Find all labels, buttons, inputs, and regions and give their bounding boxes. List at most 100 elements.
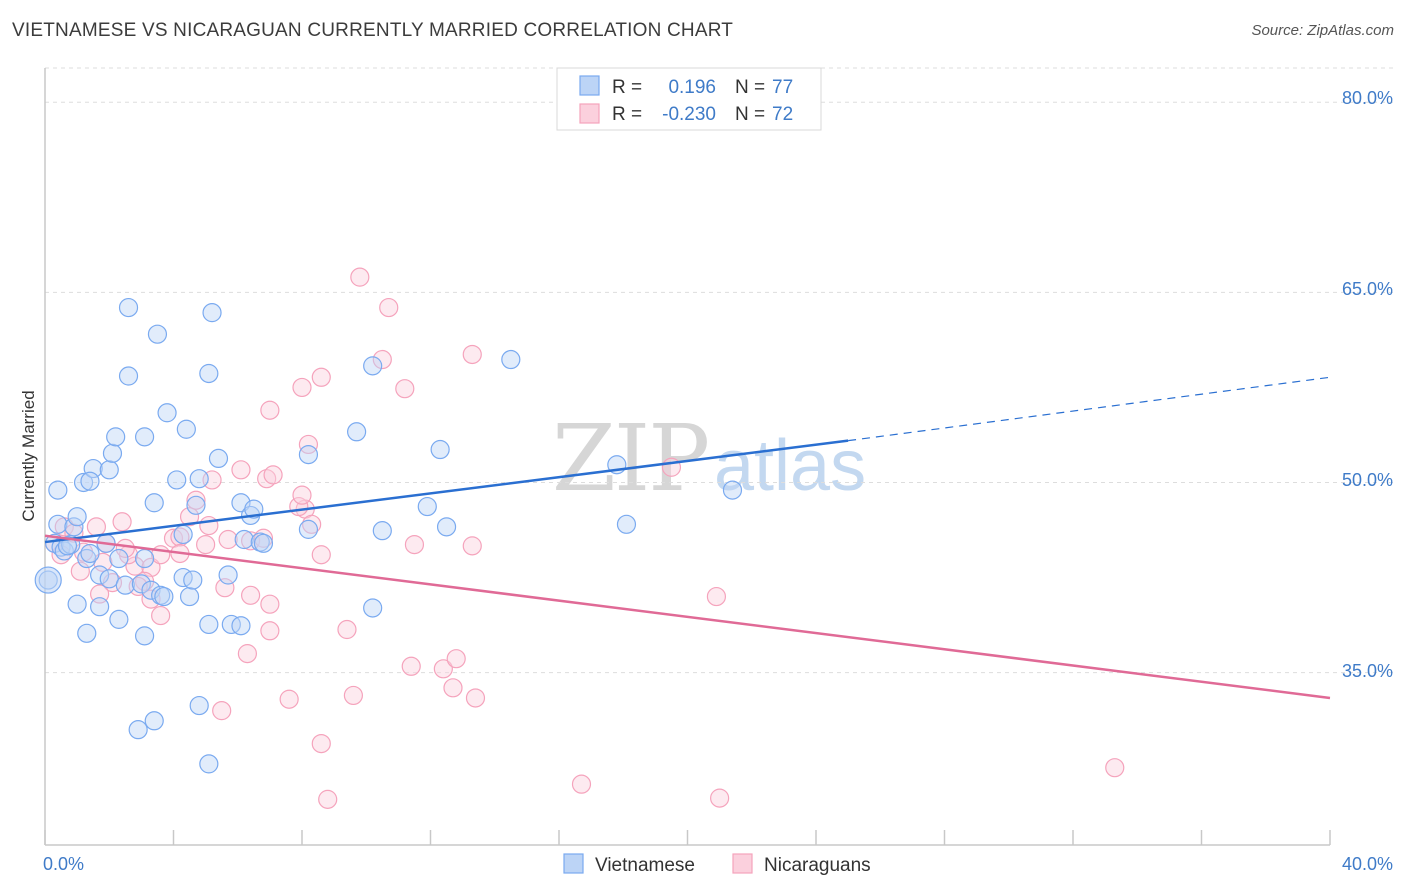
- legend-r-label: R =: [612, 104, 642, 125]
- nicaraguans-point: [401, 656, 421, 676]
- nicaraguans-point: [260, 400, 280, 420]
- vietnamese-point: [363, 598, 383, 618]
- nicaraguans-point: [218, 529, 238, 550]
- vietnamese-point: [189, 469, 209, 489]
- nicaraguans-point: [706, 586, 727, 607]
- x-tick-marks: [44, 830, 1331, 845]
- vietnamese-point: [109, 609, 129, 629]
- vietnamese-point: [134, 548, 155, 569]
- vietnamese-point: [154, 586, 174, 607]
- vietnamese-point: [347, 422, 367, 442]
- nicaraguans-point: [231, 460, 251, 480]
- vietnamese-point: [430, 439, 450, 460]
- legend-n-value: 72: [772, 104, 793, 125]
- nicaraguans-point: [199, 515, 219, 536]
- vietnamese-point: [109, 548, 129, 569]
- vietnamese-point: [179, 586, 200, 607]
- vietnamese-point: [131, 574, 151, 594]
- vietnamese-point: [183, 570, 203, 590]
- bottom-legend-swatch-vietnamese: [563, 853, 584, 874]
- y-tick-label: 80.0%: [1342, 88, 1393, 108]
- vietnamese-point: [106, 427, 126, 447]
- nicaraguans-point: [372, 349, 392, 370]
- chart-title: VIETNAMESE VS NICARAGUAN CURRENTLY MARRI…: [12, 20, 734, 41]
- legend-swatch-vietnamese: [579, 75, 600, 96]
- nicaraguans-point: [311, 733, 331, 754]
- vietnamese-point: [144, 711, 164, 731]
- nicaraguans-point: [311, 367, 331, 387]
- nicaraguans-point: [292, 485, 312, 505]
- vietnamese-point: [134, 427, 155, 447]
- legend-r-value: 0.196: [668, 77, 716, 98]
- vietnamese-point: [234, 529, 254, 550]
- vietnamese-point: [176, 419, 196, 439]
- vietnamese-point: [722, 480, 743, 500]
- vietnamese-point: [167, 470, 187, 490]
- vietnamese-point: [34, 566, 62, 594]
- nicaraguans-point: [1105, 758, 1125, 778]
- vietnamese-point: [186, 495, 206, 515]
- nicaraguans-point: [395, 379, 415, 399]
- legend-n-value: 77: [772, 77, 793, 98]
- y-tick-label: 35.0%: [1342, 661, 1393, 681]
- nicaraguans-point: [115, 538, 135, 558]
- nicaraguans-point: [350, 267, 370, 287]
- trend-lines: [44, 376, 1331, 700]
- legend-n-label: N =: [735, 77, 765, 98]
- source-label: Source: ZipAtlas.com: [1251, 22, 1394, 39]
- vietnamese-point: [83, 458, 103, 479]
- vietnamese-point: [372, 521, 392, 541]
- watermark-zip: ZIP: [552, 405, 708, 512]
- vietnamese-point: [199, 614, 219, 635]
- vietnamese-point: [48, 514, 68, 534]
- y-tick-label: 65.0%: [1342, 279, 1393, 299]
- vietnamese-point: [616, 514, 637, 534]
- nicaraguans-point: [170, 527, 190, 547]
- nicaraguans-point: [462, 536, 482, 556]
- vietnamese-point: [231, 616, 251, 636]
- grid-lines: [45, 67, 1393, 674]
- vietnamese-point: [436, 517, 457, 537]
- vietnamese-point: [115, 575, 135, 595]
- vietnamese-point: [99, 569, 119, 589]
- nicaraguans-point: [404, 534, 425, 555]
- nicaraguans-point: [196, 534, 216, 555]
- vietnamese-point: [189, 695, 209, 716]
- vietnamese-point: [208, 448, 229, 469]
- vietnamese-points: [34, 297, 743, 774]
- nicaraguans-point: [710, 788, 730, 808]
- nicaraguans-point: [571, 774, 592, 794]
- nicaraguans-point: [318, 789, 338, 809]
- vietnamese-point: [363, 356, 383, 376]
- bottom-legend-nicaraguans: Nicaraguans: [764, 855, 871, 876]
- nicaraguans-point: [186, 490, 206, 510]
- nicaraguans-point: [241, 585, 261, 605]
- legend-r-value: -0.230: [662, 104, 716, 125]
- bottom-legend-vietnamese: Vietnamese: [595, 855, 695, 876]
- vietnamese-point: [157, 403, 177, 423]
- x-min-label: 0.0%: [43, 854, 84, 874]
- nicaraguans-point: [215, 578, 235, 598]
- nicaraguans-point: [462, 344, 482, 365]
- vietnamese-point: [151, 585, 171, 605]
- vietnamese-point: [48, 480, 68, 500]
- nicaraguans-point: [298, 434, 319, 455]
- nicaraguans-point: [179, 507, 200, 527]
- nicaraguans-point: [70, 561, 90, 581]
- nicaraguans-point: [465, 688, 486, 708]
- nicaraguans-point: [279, 689, 299, 709]
- bottom-legend: Vietnamese Nicaraguans: [563, 853, 871, 876]
- correlation-legend: R = 0.196 N = 77 R = -0.230 N = 72: [556, 67, 822, 131]
- nicaraguans-point: [433, 659, 453, 679]
- nicaraguans-point: [125, 556, 145, 576]
- nicaraguans-point: [379, 297, 399, 318]
- vietnamese-point: [147, 324, 168, 344]
- vietnamese-point: [77, 548, 97, 569]
- nicaraguans-point: [263, 465, 283, 485]
- vietnamese-point: [118, 366, 139, 386]
- nicaraguans-point: [260, 621, 280, 641]
- vietnamese-point: [90, 565, 110, 585]
- vietnamese-point: [99, 460, 119, 480]
- vietnamese-point: [128, 720, 148, 740]
- vietnamese-point: [118, 297, 139, 318]
